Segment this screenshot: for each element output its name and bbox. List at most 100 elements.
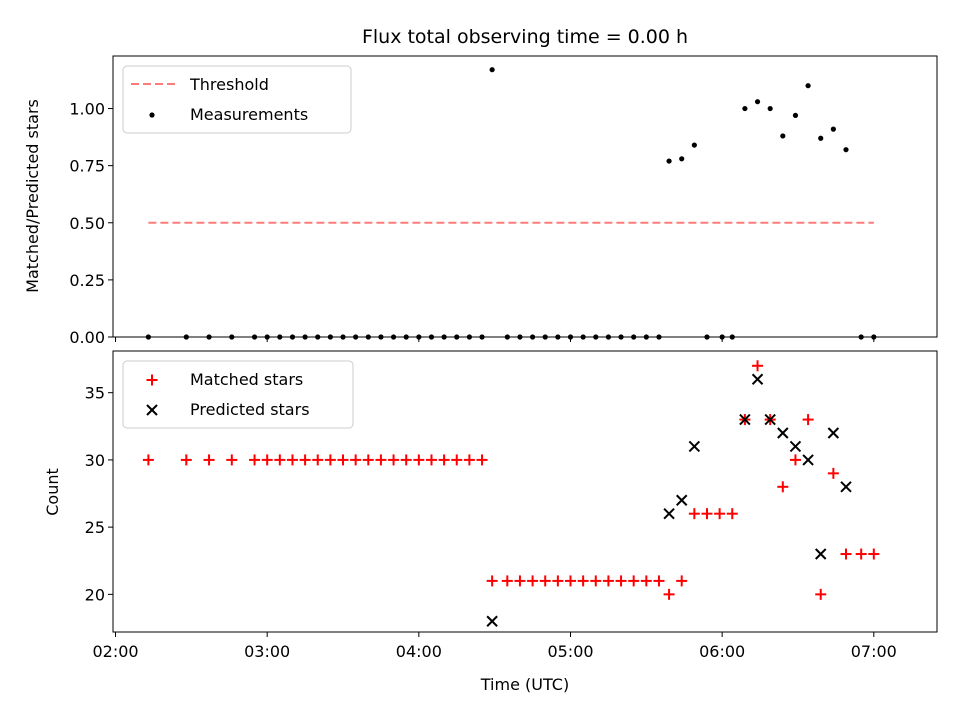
predicted-star-point bbox=[789, 440, 802, 453]
matched-star-point bbox=[552, 575, 564, 587]
predicted-star-point bbox=[815, 548, 827, 560]
matched-star-point bbox=[324, 454, 336, 466]
predicted-star-point bbox=[486, 615, 498, 627]
matched-star-point bbox=[590, 575, 602, 587]
matched-star-point bbox=[840, 548, 852, 560]
matched-star-point bbox=[142, 454, 154, 466]
matched-star-point bbox=[226, 454, 238, 466]
matched-star-point bbox=[527, 575, 539, 587]
predicted-star-point bbox=[827, 427, 840, 439]
legend-matched-swatch bbox=[146, 374, 158, 386]
measurement-point bbox=[742, 105, 748, 112]
legend-predicted-marker bbox=[146, 404, 158, 416]
x-tick-label: 07:00 bbox=[851, 642, 897, 661]
matched-star-point bbox=[476, 454, 488, 466]
predicted-star-point bbox=[802, 454, 814, 466]
matched-star-point bbox=[688, 508, 700, 520]
predicted-star-point bbox=[777, 427, 789, 439]
measurement-point bbox=[767, 105, 773, 112]
x-tick-label: 06:00 bbox=[699, 642, 745, 661]
bottom-marks bbox=[142, 360, 880, 627]
matched-star-point bbox=[249, 454, 261, 466]
matched-star-point bbox=[802, 414, 814, 426]
predicted-star-point bbox=[739, 413, 751, 426]
top-chart-title: Flux total observing time = 0.00 h bbox=[362, 26, 688, 48]
measurement-point bbox=[805, 83, 811, 89]
bottom-y-ticks: 20 25 30 35 bbox=[85, 384, 113, 604]
matched-star-point bbox=[615, 575, 627, 587]
matched-star-point bbox=[676, 575, 688, 587]
predicted-star-point bbox=[840, 481, 852, 493]
matched-star-point bbox=[577, 575, 589, 587]
matched-star-point bbox=[855, 548, 867, 560]
top-y-tick-label: 0.00 bbox=[69, 328, 105, 347]
matched-star-point bbox=[501, 575, 513, 587]
matched-star-point bbox=[714, 508, 726, 520]
matched-star-point bbox=[463, 454, 475, 466]
predicted-star-point bbox=[688, 440, 701, 453]
legend-measurements-label: Measurements bbox=[190, 105, 308, 124]
matched-star-point bbox=[514, 575, 526, 587]
x-tick-label: 05:00 bbox=[547, 642, 593, 661]
matched-star-point bbox=[203, 454, 215, 466]
bottom-y-tick-label: 30 bbox=[85, 451, 105, 470]
measurement-point bbox=[679, 156, 685, 162]
matched-star-point bbox=[400, 454, 412, 466]
matched-star-point bbox=[653, 575, 665, 587]
matched-star-point bbox=[180, 454, 192, 466]
matched-star-point bbox=[350, 454, 362, 466]
matched-star-point bbox=[425, 454, 437, 466]
matched-star-point bbox=[789, 454, 801, 466]
bottom-y-tick-label: 35 bbox=[85, 384, 105, 403]
matched-star-point bbox=[602, 575, 614, 587]
top-y-tick-label: 0.50 bbox=[69, 214, 105, 233]
bottom-axes-frame bbox=[112, 350, 938, 633]
bottom-x-ticks: 02:00 03:00 04:00 05:00 06:00 07:00 bbox=[92, 632, 897, 661]
matched-star-point bbox=[413, 454, 425, 466]
matched-star-point bbox=[451, 454, 463, 466]
x-tick-label: 03:00 bbox=[244, 642, 290, 661]
matched-star-point bbox=[299, 454, 311, 466]
bottom-y-axis-label: Count bbox=[43, 468, 62, 516]
bottom-y-tick-label: 20 bbox=[85, 585, 105, 604]
matched-star-point bbox=[362, 454, 374, 466]
matched-star-point bbox=[827, 467, 839, 479]
bottom-legend: Matched stars Predicted stars bbox=[122, 360, 354, 429]
matched-star-point bbox=[375, 454, 387, 466]
matched-star-point bbox=[438, 454, 450, 466]
x-axis-label: Time (UTC) bbox=[480, 675, 569, 694]
legend-matched-label: Matched stars bbox=[190, 370, 303, 389]
top-axes-frame bbox=[112, 55, 938, 338]
matched-star-point bbox=[663, 588, 675, 600]
matched-star-point bbox=[274, 454, 286, 466]
top-y-axis-label: Matched/Predicted stars bbox=[23, 99, 42, 293]
measurement-point bbox=[830, 126, 836, 132]
matched-star-point bbox=[815, 588, 827, 600]
top-y-tick-label: 0.75 bbox=[69, 157, 105, 176]
legend-matched-marker bbox=[146, 374, 158, 386]
measurement-point bbox=[792, 112, 799, 118]
top-legend-box bbox=[122, 65, 352, 134]
legend-threshold-label: Threshold bbox=[189, 75, 269, 94]
matched-star-point bbox=[261, 454, 273, 466]
measurement-point bbox=[843, 147, 849, 153]
predicted-star-point bbox=[751, 373, 764, 385]
bottom-y-tick-label: 25 bbox=[85, 518, 105, 537]
matched-star-point bbox=[486, 575, 498, 587]
measurement-point bbox=[780, 133, 786, 139]
top-legend: Threshold Measurements bbox=[122, 65, 352, 134]
matched-star-point bbox=[388, 454, 400, 466]
measurement-point bbox=[666, 158, 672, 164]
measurement-point bbox=[754, 99, 761, 105]
top-x-ticks bbox=[115, 337, 875, 342]
predicted-star-point bbox=[676, 494, 688, 506]
legend-predicted-swatch bbox=[146, 404, 158, 416]
matched-star-point bbox=[628, 575, 640, 587]
bottom-legend-box bbox=[122, 360, 354, 429]
matched-star-point bbox=[640, 575, 652, 587]
legend-predicted-label: Predicted stars bbox=[190, 400, 310, 419]
x-tick-label: 04:00 bbox=[396, 642, 442, 661]
top-y-tick-label: 0.25 bbox=[69, 271, 105, 290]
